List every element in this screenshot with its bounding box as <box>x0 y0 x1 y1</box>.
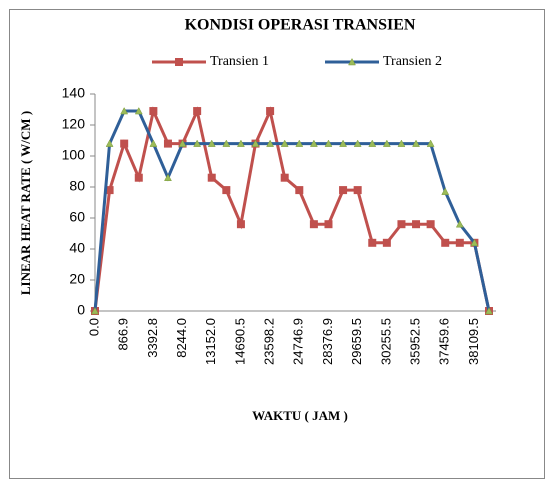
data-point <box>441 187 450 195</box>
data-point <box>295 186 304 195</box>
data-point <box>397 220 406 229</box>
data-point <box>120 107 129 115</box>
data-point <box>324 220 333 229</box>
data-point <box>178 139 187 147</box>
data-point <box>485 306 493 315</box>
legend-label: Transien 2 <box>383 54 442 69</box>
x-tick-label: 0.0 <box>86 318 101 336</box>
data-point <box>266 139 275 147</box>
data-point <box>251 139 260 147</box>
data-point <box>149 139 158 147</box>
data-point <box>470 238 479 247</box>
data-point <box>91 306 99 315</box>
x-tick-label: 23598.2 <box>262 318 277 365</box>
x-axis-label: WAKTU ( JAM ) <box>252 408 348 423</box>
data-point <box>207 139 216 147</box>
data-point <box>134 107 143 115</box>
data-point <box>397 139 406 147</box>
data-point <box>105 186 114 195</box>
data-point <box>412 139 420 147</box>
x-tick-label: 13152.0 <box>203 318 218 365</box>
legend-marker <box>175 58 183 66</box>
data-point <box>164 173 172 181</box>
x-tick-label: 866.9 <box>116 318 131 351</box>
y-tick-label: 140 <box>62 85 86 101</box>
data-point <box>382 139 391 147</box>
legend-label: Transien 1 <box>210 54 269 69</box>
x-tick-label: 29659.5 <box>349 318 364 365</box>
y-tick-label: 0 <box>77 302 85 318</box>
data-point <box>368 139 377 147</box>
y-tick-label: 100 <box>62 147 86 163</box>
data-point <box>120 139 129 148</box>
data-point <box>295 139 304 147</box>
x-tick-label: 28376.9 <box>320 318 335 365</box>
data-point <box>339 139 347 147</box>
y-tick-label: 60 <box>69 209 85 225</box>
data-point <box>339 186 348 195</box>
data-point <box>193 139 202 147</box>
data-point <box>163 139 172 148</box>
data-point <box>353 186 362 195</box>
x-tick-label: 14690.5 <box>232 318 247 365</box>
data-point <box>222 139 231 147</box>
x-tick-label: 3392.8 <box>145 318 160 358</box>
y-tick-label: 40 <box>69 240 85 256</box>
x-tick-label: 24746.9 <box>291 318 306 365</box>
data-point <box>207 173 216 182</box>
data-point <box>455 238 464 247</box>
x-tick-label: 38109.5 <box>466 318 481 365</box>
x-tick-label: 30255.5 <box>378 318 393 365</box>
y-axis-label: LINEAR HEAT RATE ( W/CM ) <box>18 111 33 295</box>
data-point <box>309 139 318 147</box>
data-point <box>309 220 318 229</box>
data-point <box>134 173 143 182</box>
data-point <box>353 139 362 147</box>
y-tick-label: 120 <box>62 116 86 132</box>
data-point <box>105 139 114 147</box>
data-point <box>193 107 202 116</box>
x-tick-label: 37459.6 <box>437 318 452 365</box>
data-point <box>280 139 289 147</box>
y-tick-label: 80 <box>69 178 85 194</box>
x-tick-label: 35952.5 <box>407 318 422 365</box>
data-point <box>280 173 289 182</box>
legend-marker <box>348 57 356 66</box>
data-point <box>368 238 377 247</box>
series-line <box>93 109 491 312</box>
x-tick-label: 8244.0 <box>174 318 189 358</box>
chart-title: KONDISI OPERASI TRANSIEN <box>185 17 416 34</box>
data-point <box>236 220 245 229</box>
data-point <box>222 186 231 195</box>
data-point <box>382 238 391 247</box>
data-point <box>266 107 275 116</box>
data-point <box>426 220 435 229</box>
data-point <box>441 238 450 247</box>
data-point <box>412 220 421 229</box>
data-point <box>455 220 464 228</box>
series-line <box>93 106 491 312</box>
data-point <box>426 139 435 147</box>
data-point <box>149 107 158 116</box>
y-tick-label: 20 <box>69 271 85 287</box>
data-point <box>237 139 245 147</box>
data-point <box>324 139 333 147</box>
